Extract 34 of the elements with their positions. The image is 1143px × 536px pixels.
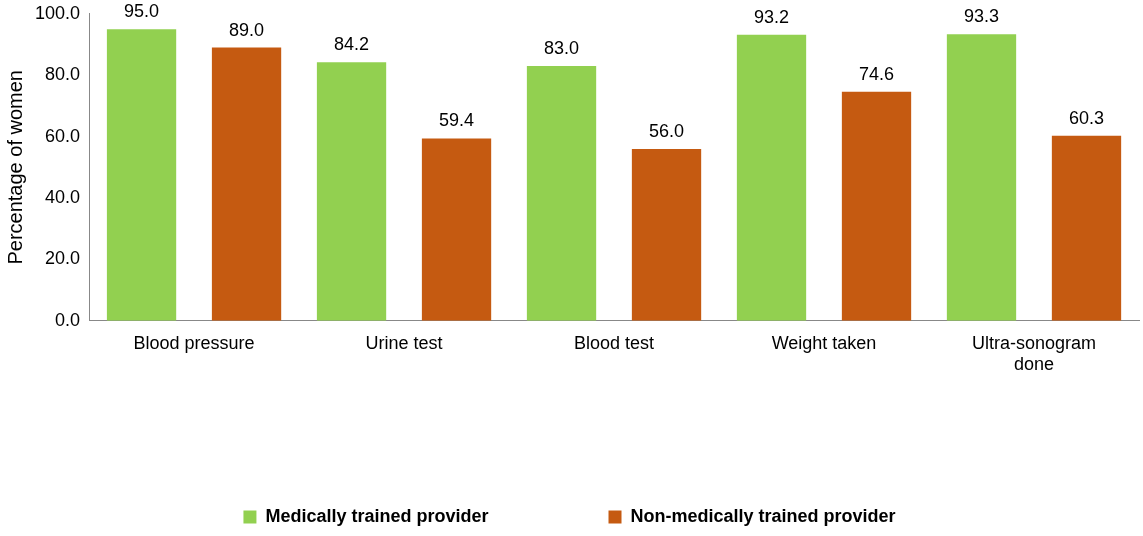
y-tick-label: 100.0 xyxy=(35,2,81,23)
x-tick-label: Urine test xyxy=(365,332,443,353)
y-tick-label: 0.0 xyxy=(55,309,81,330)
data-label: 74.6 xyxy=(858,63,895,84)
bar xyxy=(841,91,912,321)
legend-label: Non-medically trained provider xyxy=(630,505,896,526)
bar xyxy=(106,29,177,321)
x-tick-label: Blood pressure xyxy=(133,332,255,353)
bar xyxy=(631,148,702,321)
data-label: 83.0 xyxy=(544,37,580,58)
bar xyxy=(1051,135,1122,321)
data-label: 84.2 xyxy=(334,34,370,55)
data-label: 89.0 xyxy=(229,19,265,40)
data-label: 93.2 xyxy=(753,6,790,27)
bar xyxy=(946,34,1017,321)
data-label: 59.4 xyxy=(439,110,475,131)
bar xyxy=(211,47,282,321)
y-tick-label: 60.0 xyxy=(45,125,81,146)
bar xyxy=(316,62,387,321)
data-label: 93.3 xyxy=(963,6,1000,27)
x-tick-label: Blood test xyxy=(573,332,655,353)
data-label: 60.3 xyxy=(1068,107,1105,128)
legend-label: Medically trained provider xyxy=(265,505,489,526)
data-label: 95.0 xyxy=(124,1,160,22)
y-axis-title: Percentage of women xyxy=(3,70,26,265)
y-tick-label: 20.0 xyxy=(45,248,81,269)
y-tick-label: 40.0 xyxy=(45,186,81,207)
x-tick-label: Weight taken xyxy=(771,332,877,353)
bar xyxy=(526,65,597,321)
bar xyxy=(421,138,492,321)
y-tick-label: 80.0 xyxy=(45,64,81,85)
x-tick-label: Ultra-sonogram done xyxy=(971,332,1097,375)
bar xyxy=(736,34,807,321)
data-label: 56.0 xyxy=(649,120,685,141)
